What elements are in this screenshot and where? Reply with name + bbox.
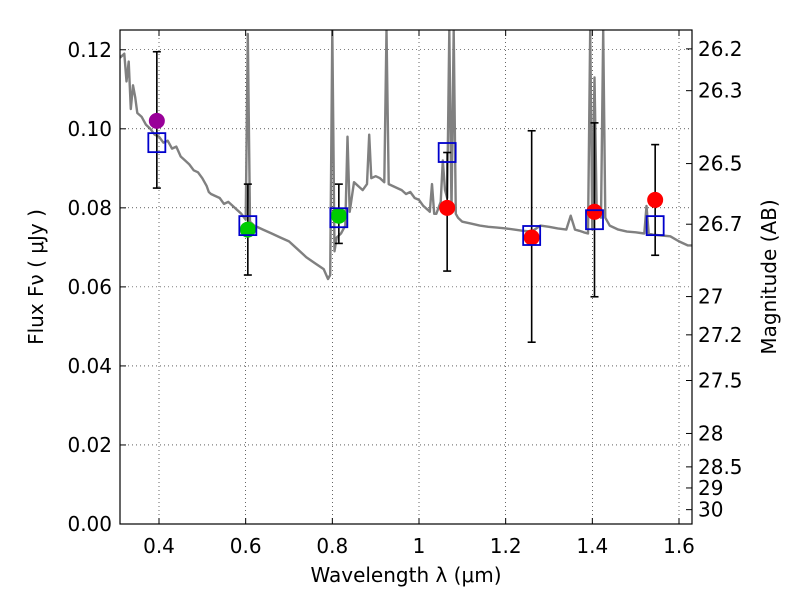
model-flux-box [585, 209, 604, 231]
model-flux-boxes [147, 132, 665, 246]
y-tick-label: 0.06 [67, 275, 112, 299]
magnitude-tick-label: 28 [698, 421, 723, 445]
observed-flux-point [586, 203, 603, 220]
x-tick-label: 1.6 [663, 534, 695, 558]
y-axis-label: Flux Fν ( μJy ) [24, 209, 48, 345]
x-tick-label: 0.4 [143, 534, 175, 558]
x-tick-label: 1.2 [490, 534, 522, 558]
observed-flux-point [330, 207, 347, 224]
y-tick-label: 0.00 [67, 512, 112, 536]
x-axis-label: Wavelength λ (μm) [310, 563, 501, 587]
observed-flux-point [148, 112, 165, 129]
observed-flux-point [439, 199, 456, 216]
magnitude-tick-label: 29 [698, 476, 723, 500]
sed-curve [120, 30, 692, 281]
magnitude-tick-label: 26.2 [698, 37, 743, 61]
y-axis-ticks: 0.00 0.02 0.04 0.06 0.08 0.10 0.12 [67, 38, 126, 536]
y-tick-label: 0.12 [67, 38, 112, 62]
model-flux-box [437, 142, 457, 163]
x-tick-label: 1 [413, 534, 426, 558]
grid-lines [120, 30, 692, 524]
x-tick-label: 1.4 [576, 534, 608, 558]
plot-frame [119, 29, 693, 525]
error-bars [152, 50, 660, 344]
y-tick-label: 0.08 [67, 196, 112, 220]
magnitude-tick-label: 26.3 [698, 79, 743, 103]
magnitude-tick-label: 26.5 [698, 152, 743, 176]
magnitude-tick-label: 28.5 [698, 455, 743, 479]
x-tick-label: 0.8 [316, 534, 348, 558]
x-tick-label: 0.6 [230, 534, 262, 558]
observed-points [148, 112, 664, 246]
model-flux-box [147, 132, 167, 154]
observed-flux-point [239, 221, 256, 238]
magnitude-tick-label: 27 [698, 285, 723, 309]
y-tick-label: 0.10 [67, 117, 112, 141]
y-tick-label: 0.02 [67, 433, 112, 457]
magnitude-tick-label: 26.7 [698, 212, 743, 236]
sed-spectrum-line [120, 30, 692, 281]
model-flux-box [238, 215, 258, 237]
magnitude-axis-label: Magnitude (AB) [757, 199, 781, 354]
model-flux-box [522, 225, 542, 246]
magnitude-tick-label: 30 [698, 498, 723, 522]
model-flux-box [645, 215, 665, 237]
x-axis-ticks: 0.4 0.6 0.8 1 1.2 1.4 1.6 [143, 30, 695, 558]
magnitude-tick-label: 27.5 [698, 369, 743, 393]
magnitude-tick-label: 27.2 [698, 323, 743, 347]
observed-flux-point [523, 229, 540, 246]
observed-flux-point [647, 191, 664, 208]
y-tick-label: 0.04 [67, 354, 112, 378]
model-flux-box [329, 207, 349, 229]
